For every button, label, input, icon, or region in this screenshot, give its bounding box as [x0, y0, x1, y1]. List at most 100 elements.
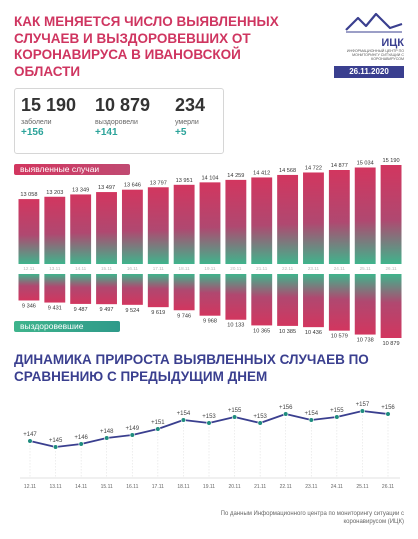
recovered-bar-22.11 [277, 274, 299, 326]
stat-deaths: 234 умерли +5 [175, 95, 205, 138]
recovered-bar-20.11 [225, 274, 247, 320]
case-value-label: 14 568 [279, 168, 296, 174]
case-value-label: 15 190 [383, 158, 400, 164]
growth-point-25.11 [359, 408, 366, 414]
growth-x-label: 20.11 [228, 484, 240, 490]
recovered-value-label: 9 746 [177, 313, 191, 319]
growth-value-label: +156 [381, 405, 395, 411]
growth-x-label: 24.11 [331, 484, 343, 490]
recovered-bar-24.11 [328, 274, 350, 331]
growth-x-label: 26.11 [382, 484, 394, 490]
deaths-value: 234 [175, 95, 206, 115]
case-value-label: 15 034 [357, 160, 374, 166]
growth-value-label: +147 [23, 432, 37, 438]
growth-x-label: 19.11 [203, 484, 215, 490]
case-bar-23.11 [303, 172, 324, 264]
growth-x-label: 25.11 [356, 484, 368, 490]
recovered-value-label: 10 365 [253, 328, 270, 334]
recovered-bar-13.11 [44, 274, 66, 303]
case-bar-15.11 [96, 192, 117, 264]
recovered-value-label: 9 619 [151, 310, 165, 316]
case-value-label: 13 349 [72, 187, 89, 193]
recovered-bar-12.11 [18, 274, 40, 301]
recovered-bar-15.11 [96, 274, 117, 305]
recovered-value: 10 879 [95, 95, 151, 115]
case-bar-22.11 [277, 174, 299, 264]
date-badge: 26.11.2020 [334, 66, 404, 78]
case-value-label: 13 058 [20, 192, 37, 198]
bar-date-label: 25.11 [360, 266, 372, 271]
case-value-label: 14 877 [331, 163, 348, 169]
case-value-label: 13 646 [124, 183, 141, 189]
growth-point-23.11 [308, 417, 314, 423]
recovered-value-label: 10 385 [279, 329, 296, 335]
growth-value-label: +148 [100, 429, 114, 435]
case-value-label: 13 497 [98, 185, 115, 191]
growth-point-24.11 [334, 414, 340, 420]
recovered-bar-25.11 [354, 274, 376, 335]
case-value-label: 13 203 [46, 190, 63, 196]
case-bar-17.11 [147, 187, 169, 264]
recovered-value-label: 9 431 [48, 306, 62, 312]
growth-point-15.11 [104, 435, 110, 441]
bar-date-label: 12.11 [23, 266, 35, 271]
recovered-label: выздоровели [95, 119, 138, 126]
case-bar-19.11 [199, 182, 221, 264]
recovered-bar-19.11 [199, 274, 221, 316]
bar-date-label: 19.11 [204, 266, 216, 271]
case-bar-20.11 [225, 179, 247, 264]
growth-value-label: +154 [305, 411, 319, 417]
bar-date-label: 13.11 [49, 266, 61, 271]
cases-legend-pill: выявленные случаи [14, 164, 130, 175]
growth-value-label: +153 [202, 414, 216, 420]
growth-x-label: 15.11 [101, 484, 113, 490]
recovered-value-label: 10 436 [305, 330, 322, 336]
growth-value-label: +153 [253, 414, 267, 420]
bar-date-label: 15.11 [101, 266, 113, 271]
growth-value-label: +146 [74, 435, 88, 441]
logo-subtitle: ИНФОРМАЦИОННЫЙ ЦЕНТР ПО МОНИТОРИНГУ СИТУ… [346, 49, 404, 62]
growth-x-label: 14.11 [75, 484, 87, 490]
recovered-legend-pill: выздоровевшие [14, 321, 120, 332]
growth-value-label: +149 [126, 426, 140, 432]
case-value-label: 13 951 [176, 178, 193, 184]
recovered-bar-16.11 [121, 274, 143, 305]
bar-date-label: 22.11 [282, 266, 294, 271]
growth-value-label: +151 [151, 420, 165, 426]
growth-x-label: 13.11 [49, 484, 61, 490]
growth-point-19.11 [206, 420, 212, 426]
recovered-bar-26.11 [380, 274, 402, 338]
growth-value-label: +145 [49, 438, 63, 444]
growth-point-22.11 [283, 411, 289, 417]
case-bar-14.11 [70, 194, 92, 264]
recovered-delta: +141 [95, 127, 118, 138]
growth-value-label: +157 [356, 402, 370, 408]
growth-x-label: 18.11 [177, 484, 189, 490]
recovered-value-label: 10 579 [331, 334, 348, 340]
deaths-delta: +5 [175, 127, 187, 138]
bar-date-label: 16.11 [127, 266, 139, 271]
case-value-label: 14 104 [201, 175, 218, 181]
growth-point-26.11 [385, 411, 391, 417]
bar-date-label: 23.11 [308, 266, 320, 271]
section-title-growth: ДИНАМИКА ПРИРОСТА ВЫЯВЛЕННЫХ СЛУЧАЕВ ПО … [14, 352, 369, 384]
bar-date-label: 24.11 [334, 266, 346, 271]
growth-x-label: 23.11 [305, 484, 317, 490]
growth-value-label: +154 [177, 411, 191, 417]
recovered-value-label: 9 497 [100, 307, 114, 313]
page-title: КАК МЕНЯЕТСЯ ЧИСЛО ВЫЯВЛЕННЫХ СЛУЧАЕВ И … [14, 14, 279, 79]
infected-delta: +156 [21, 127, 44, 138]
case-bar-16.11 [121, 189, 143, 264]
recovered-value-label: 9 487 [74, 307, 88, 313]
source-note: По данным Информационного центра по мони… [220, 511, 404, 525]
case-bar-12.11 [18, 199, 40, 264]
infected-value: 15 190 [21, 95, 77, 115]
recovered-value-label: 9 968 [203, 319, 217, 325]
recovered-value-label: 10 738 [357, 338, 374, 344]
wave-logo-icon [345, 12, 403, 33]
growth-value-label: +155 [330, 408, 344, 414]
case-value-label: 13 797 [150, 180, 167, 186]
case-value-label: 14 412 [253, 170, 270, 176]
recovered-value-label: 10 133 [227, 323, 244, 329]
